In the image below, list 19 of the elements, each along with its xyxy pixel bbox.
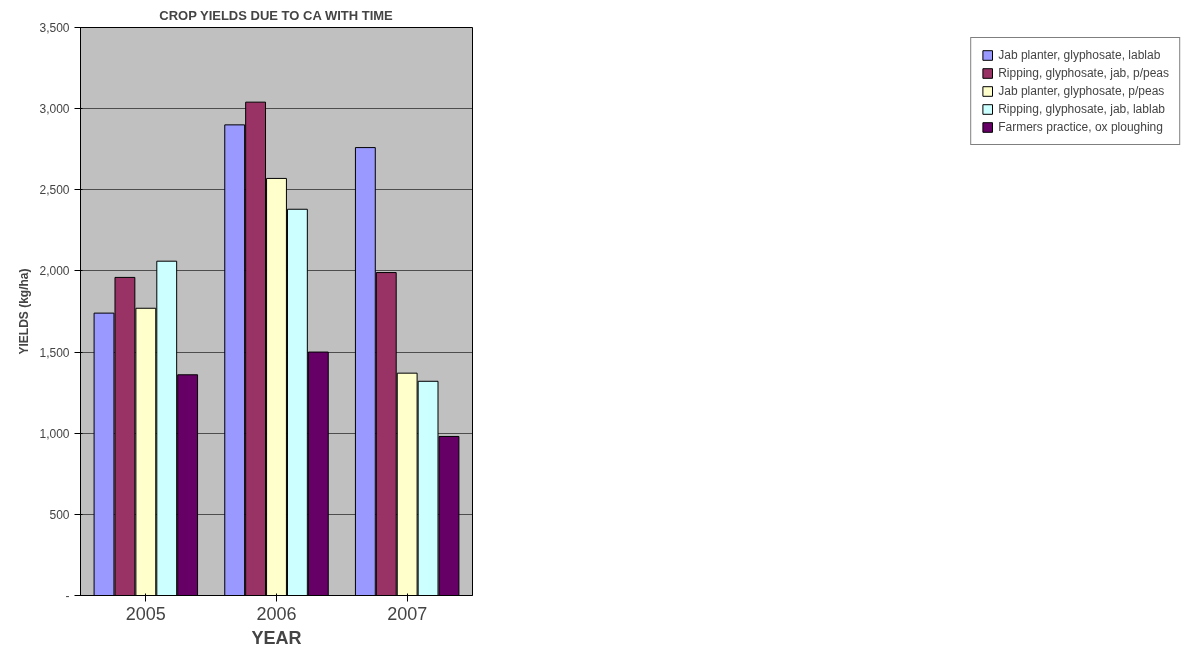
y-tick-label: 1,000 — [39, 426, 70, 441]
x-axis-title: YEAR — [251, 627, 302, 648]
y-tick-label: 3,500 — [39, 21, 70, 35]
y-tick-label: 500 — [49, 507, 70, 522]
chart-title: CROP YIELDS DUE TO CA WITH TIME — [159, 7, 394, 23]
x-tick-label: 2005 — [125, 603, 166, 624]
y-tick-label: 3,000 — [39, 102, 70, 117]
y-tick-label: 1,500 — [39, 345, 70, 360]
legend-label: Ripping, glyphosate, jab, lablab — [998, 102, 1165, 116]
y-tick-label: - — [65, 589, 70, 603]
legend-label: Jab planter, glyphosate, lablab — [998, 48, 1161, 62]
x-tick-label: 2006 — [256, 603, 297, 624]
legend-label: Jab planter, glyphosate, p/peas — [998, 84, 1165, 98]
legend-label: Farmers practice, ox ploughing — [998, 120, 1163, 134]
y-tick-label: 2,500 — [39, 183, 70, 198]
x-tick-label: 2007 — [387, 603, 428, 624]
y-tick-label: 2,000 — [39, 264, 70, 279]
y-axis-title: YIELDS (kg/ha) — [17, 268, 32, 355]
legend-label: Ripping, glyphosate, jab, p/peas — [998, 66, 1169, 80]
